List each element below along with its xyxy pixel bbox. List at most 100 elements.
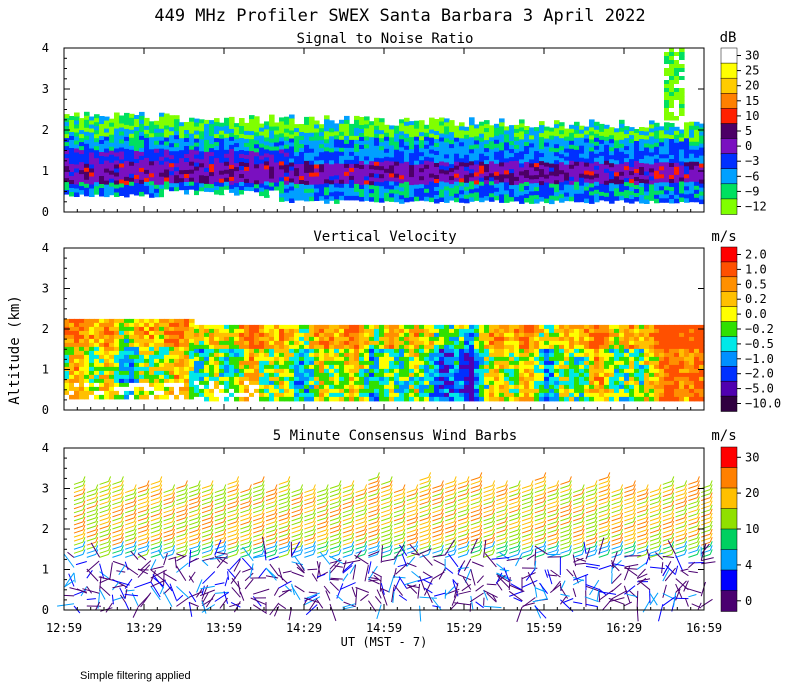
snr-cell <box>444 126 450 131</box>
snr-cell <box>399 131 405 136</box>
velocity-cell <box>624 372 630 378</box>
snr-cell <box>489 197 495 202</box>
snr-cell <box>509 153 515 158</box>
velocity-cell <box>514 336 520 342</box>
velocity-cell <box>79 330 85 336</box>
velocity-cell <box>164 330 170 336</box>
snr-cell <box>364 180 370 185</box>
velocity-cell <box>569 392 575 398</box>
velocity-cell <box>314 344 320 350</box>
snr-cell <box>624 174 630 179</box>
velocity-cell <box>414 396 420 402</box>
snr-cell <box>584 138 590 144</box>
snr-cell <box>664 92 670 97</box>
velocity-cell <box>639 360 645 366</box>
velocity-cell <box>644 332 650 338</box>
velocity-cell <box>534 396 540 402</box>
velocity-cell <box>89 330 95 336</box>
snr-cell <box>119 119 125 124</box>
velocity-cell <box>84 354 90 360</box>
snr-cell <box>539 177 545 182</box>
velocity-cell <box>509 328 515 334</box>
velocity-cell <box>84 318 90 324</box>
snr-cell <box>349 147 355 153</box>
velocity-cell <box>274 376 280 382</box>
velocity-cell <box>494 376 500 382</box>
snr-cell <box>114 188 120 193</box>
velocity-cell <box>339 360 345 366</box>
velocity-cell <box>109 394 115 400</box>
colorbar-swatch <box>720 153 738 170</box>
velocity-cell <box>574 328 580 334</box>
snr-cell <box>689 177 695 183</box>
snr-cell <box>559 198 565 203</box>
snr-cell <box>564 168 570 174</box>
velocity-cell <box>429 348 435 354</box>
snr-cell <box>529 147 535 152</box>
snr-cell <box>304 152 310 158</box>
velocity-cell <box>389 332 395 338</box>
velocity-cell <box>124 370 130 376</box>
velocity-cell <box>579 360 585 366</box>
snr-cell <box>464 182 470 188</box>
velocity-cell <box>464 396 470 402</box>
velocity-cell <box>74 394 80 400</box>
velocity-cell <box>504 392 510 398</box>
snr-cell <box>459 126 465 131</box>
snr-cell <box>239 178 245 183</box>
snr-cell <box>464 186 470 192</box>
velocity-cell <box>69 358 75 364</box>
velocity-cell <box>534 360 540 366</box>
velocity-cell <box>239 352 245 358</box>
snr-cell <box>84 147 90 153</box>
snr-cell <box>269 114 275 120</box>
snr-cell <box>419 188 425 193</box>
snr-cell <box>149 193 155 198</box>
velocity-cell <box>559 392 565 398</box>
snr-cell <box>444 182 450 187</box>
snr-cell <box>694 165 700 171</box>
snr-cell <box>364 128 370 133</box>
velocity-cell <box>474 360 480 366</box>
velocity-cell <box>329 360 335 366</box>
snr-cell <box>584 198 590 204</box>
snr-cell <box>479 197 485 203</box>
velocity-cell <box>234 348 240 354</box>
velocity-cell <box>649 396 655 402</box>
velocity-cell <box>494 332 500 338</box>
velocity-cell <box>629 372 635 378</box>
snr-cell <box>364 136 370 141</box>
velocity-cell <box>599 328 605 334</box>
snr-cell <box>279 181 285 186</box>
velocity-cell <box>474 376 480 382</box>
velocity-cell <box>254 332 260 338</box>
velocity-cell <box>109 342 115 348</box>
snr-cell <box>419 164 425 169</box>
snr-cell <box>314 192 320 197</box>
velocity-cell <box>464 388 470 394</box>
snr-cell <box>419 128 425 133</box>
velocity-cell <box>259 372 265 378</box>
snr-cell <box>414 152 420 158</box>
velocity-cell <box>99 382 105 388</box>
snr-cell <box>309 148 315 154</box>
velocity-cell <box>144 318 150 324</box>
snr-cell <box>654 162 660 168</box>
snr-cell <box>494 151 500 157</box>
snr-cell <box>144 177 150 183</box>
velocity-cell <box>174 374 180 380</box>
velocity-cell <box>399 332 405 338</box>
velocity-cell <box>139 354 145 360</box>
velocity-cell <box>479 340 485 346</box>
velocity-cell <box>594 356 600 362</box>
snr-cell <box>204 159 210 165</box>
snr-cell <box>369 197 375 202</box>
snr-cell <box>234 191 240 196</box>
velocity-cell <box>354 348 360 354</box>
snr-cell <box>484 192 490 197</box>
snr-cell <box>254 116 260 121</box>
snr-cell <box>519 163 525 168</box>
snr-cell <box>184 122 190 127</box>
velocity-cell <box>399 392 405 398</box>
velocity-cell <box>519 348 525 354</box>
